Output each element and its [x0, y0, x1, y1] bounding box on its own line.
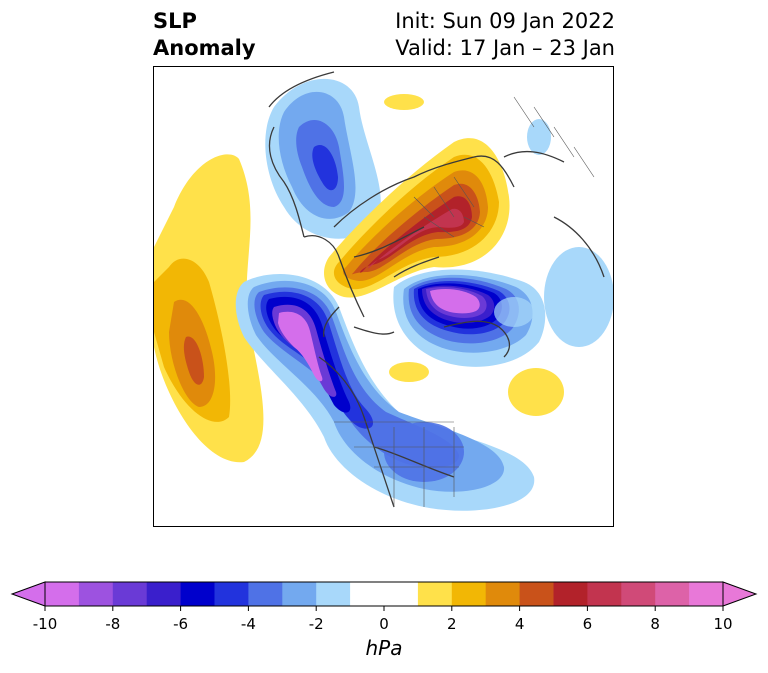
colorbar-segment	[485, 582, 521, 606]
positive-anomaly-atlantic	[508, 368, 564, 416]
colorbar-tick-label: -6	[173, 615, 188, 633]
colorbar-segment	[384, 582, 419, 606]
colorbar-segment	[553, 582, 588, 606]
colorbar-tick-label: 4	[515, 615, 525, 633]
colorbar-segment	[45, 582, 80, 606]
colorbar-under-triangle	[10, 581, 46, 607]
chart-title: SLP Anomaly	[153, 8, 256, 62]
colorbar-segment	[214, 582, 249, 606]
colorbar-segment	[417, 582, 453, 606]
colorbar: -10 -8 -6 -4 -2 0 2 4 6 8 10	[10, 581, 758, 633]
negative-anomaly-arctic-small	[527, 119, 551, 155]
positive-anomaly-arctic	[384, 94, 424, 110]
colorbar-tick-label: 8	[650, 615, 660, 633]
colorbar-units: hPa	[365, 636, 403, 660]
colorbar-segment	[519, 582, 554, 606]
borders	[334, 96, 595, 507]
title-field: Anomaly	[153, 36, 256, 60]
negative-anomaly-siberia	[265, 78, 381, 239]
map-canvas	[154, 71, 613, 511]
colorbar-segment	[587, 582, 622, 606]
colorbar-segment	[655, 582, 690, 606]
colorbar-tick-label: 6	[583, 615, 593, 633]
colorbar-segment	[350, 582, 385, 606]
negative-anomaly-asia-fringe	[494, 297, 534, 327]
colorbar-segment	[621, 582, 656, 606]
colorbar-tick-label: -8	[105, 615, 120, 633]
title-variable: SLP	[153, 9, 197, 33]
colorbar-segment	[316, 582, 351, 606]
colorbar-tick-label: 2	[447, 615, 457, 633]
negative-anomaly-asia	[393, 269, 546, 367]
negative-anomaly-pacific-east	[544, 247, 613, 347]
anomaly-map	[153, 66, 614, 527]
colorbar-tick-label: 10	[713, 615, 732, 633]
colorbar-segment	[180, 582, 215, 606]
coastlines	[268, 71, 605, 508]
positive-anomaly-greenland	[389, 362, 429, 382]
positive-anomaly-europe	[324, 138, 510, 298]
colorbar-tick-label: -2	[309, 615, 324, 633]
colorbar-segment	[451, 582, 487, 606]
colorbar-tick-label: 0	[379, 615, 389, 633]
chart-dates: Init: Sun 09 Jan 2022 Valid: 17 Jan – 23…	[395, 8, 615, 62]
colorbar-segment	[146, 582, 182, 606]
colorbar-segment	[282, 582, 317, 606]
colorbar-segment	[78, 582, 114, 606]
colorbar-tick-label: -10	[33, 615, 58, 633]
init-date: Init: Sun 09 Jan 2022	[395, 9, 615, 33]
colorbar-over-triangle	[722, 581, 758, 607]
colorbar-tick-label: -4	[241, 615, 256, 633]
colorbar-segment	[689, 582, 724, 606]
colorbar-segment	[112, 582, 148, 606]
valid-range: Valid: 17 Jan – 23 Jan	[395, 36, 615, 60]
colorbar-segment	[248, 582, 283, 606]
positive-anomaly-pacific	[154, 154, 264, 463]
